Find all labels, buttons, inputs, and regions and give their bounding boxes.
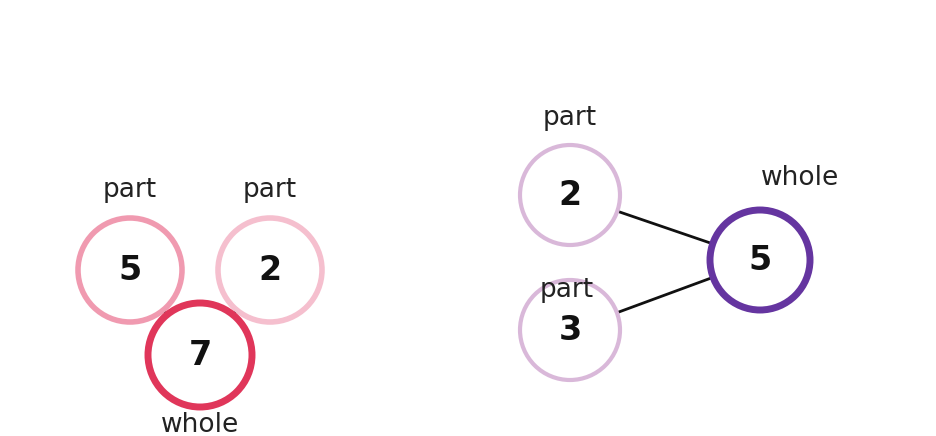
Text: part: part bbox=[103, 177, 157, 203]
Ellipse shape bbox=[710, 210, 810, 310]
Text: 2: 2 bbox=[559, 178, 581, 211]
Text: part: part bbox=[243, 177, 297, 203]
Text: part: part bbox=[540, 277, 594, 303]
Text: 7: 7 bbox=[188, 338, 212, 371]
Text: 2: 2 bbox=[258, 253, 282, 286]
Text: 3: 3 bbox=[559, 313, 581, 347]
Ellipse shape bbox=[218, 218, 322, 322]
Text: 5: 5 bbox=[118, 253, 141, 286]
Ellipse shape bbox=[520, 280, 620, 380]
Text: whole: whole bbox=[761, 165, 840, 191]
Ellipse shape bbox=[78, 218, 182, 322]
Text: 5: 5 bbox=[749, 243, 771, 276]
Ellipse shape bbox=[520, 145, 620, 245]
Text: whole: whole bbox=[161, 412, 239, 436]
Ellipse shape bbox=[148, 303, 252, 407]
Text: part: part bbox=[543, 105, 597, 131]
